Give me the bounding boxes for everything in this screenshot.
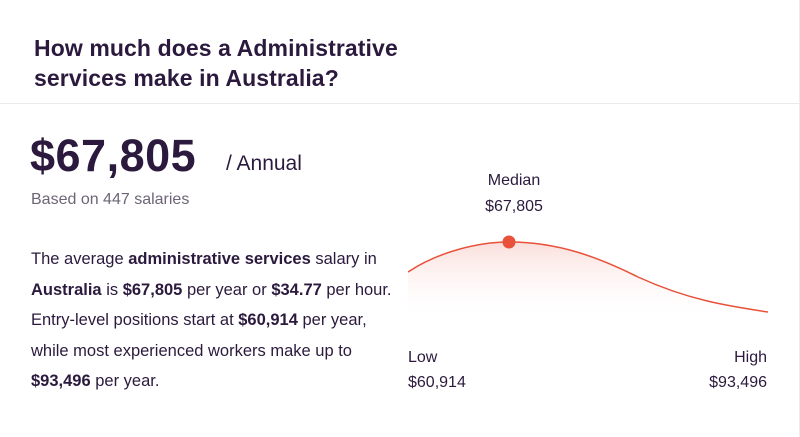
desc-text: per year or	[182, 280, 272, 299]
salary-amount: $67,805	[30, 130, 197, 181]
low-label: Low	[408, 349, 438, 366]
desc-text: per year.	[90, 372, 160, 390]
desc-yearly-salary: $67,805	[122, 280, 183, 299]
desc-entry-salary: $60,914	[238, 311, 298, 329]
desc-location: Australia	[31, 280, 102, 299]
salary-description: The average administrative services sala…	[31, 244, 401, 397]
high-label: High	[734, 349, 767, 366]
desc-text: per hour. Entry-level positions start at	[31, 280, 392, 330]
desc-top-salary: $93,496	[31, 372, 91, 390]
page-title: How much does a Administrative services …	[34, 35, 398, 91]
desc-text: salary in	[310, 250, 377, 268]
curve-line	[408, 241, 768, 313]
desc-text: per year, while most experienced workers…	[31, 311, 367, 360]
low-value: $60,914	[408, 374, 466, 391]
desc-hourly-salary: $34.77	[271, 280, 322, 299]
desc-job: administrative services	[128, 250, 311, 268]
median-value: $67,805	[485, 198, 543, 215]
median-label: Median	[487, 172, 541, 189]
desc-text: is	[101, 280, 123, 299]
salary-distribution-curve	[408, 235, 768, 322]
salary-period: / Annual	[226, 152, 302, 175]
curve-fill	[408, 242, 768, 322]
desc-text: The average	[31, 250, 129, 268]
median-marker	[502, 235, 516, 249]
card-header: How much does a Administrative services …	[0, 0, 800, 104]
high-value: $93,496	[709, 374, 767, 391]
salary-sample-size: Based on 447 salaries	[31, 191, 190, 208]
